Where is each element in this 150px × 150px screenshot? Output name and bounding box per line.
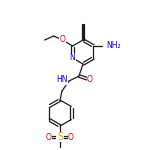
Text: O: O [60, 36, 66, 45]
Text: N: N [70, 54, 75, 63]
Text: NH₂: NH₂ [106, 42, 121, 51]
Text: O: O [46, 132, 52, 141]
Text: S: S [57, 132, 63, 142]
Text: O: O [68, 132, 74, 141]
Text: HN: HN [57, 75, 68, 84]
Text: O: O [87, 75, 93, 84]
